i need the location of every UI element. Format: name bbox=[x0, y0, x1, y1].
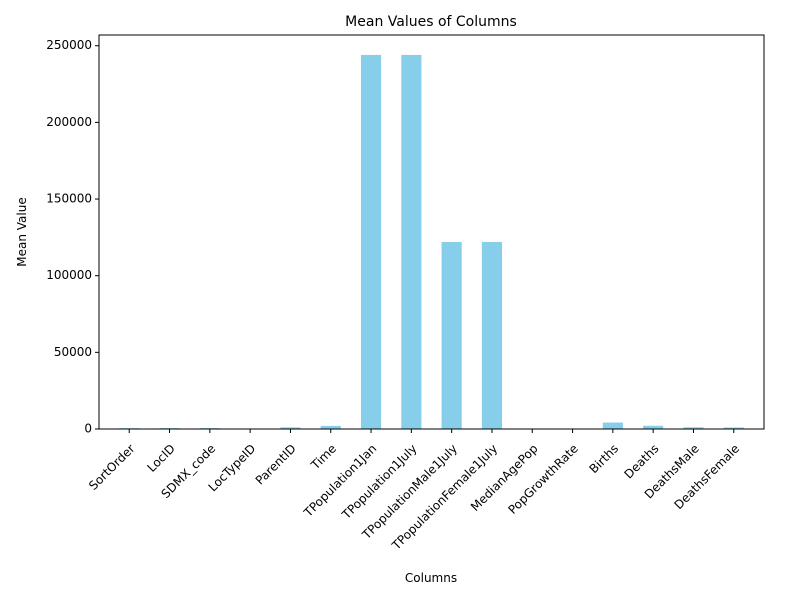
bar-TPopulationFemale1July bbox=[482, 242, 502, 429]
x-tick-label: SortOrder bbox=[86, 441, 137, 492]
bar-Births bbox=[603, 423, 623, 429]
x-tick-label: PopGrowthRate bbox=[505, 441, 580, 516]
bar-TPopulationMale1July bbox=[442, 242, 462, 429]
x-tick-label: Deaths bbox=[622, 441, 662, 481]
chart-title: Mean Values of Columns bbox=[345, 14, 517, 30]
x-tick-label: Births bbox=[587, 441, 622, 476]
x-tick-label: Time bbox=[308, 441, 339, 472]
y-tick-label: 250000 bbox=[46, 38, 92, 52]
bar-TPopulation1July bbox=[401, 55, 421, 429]
y-tick-label: 200000 bbox=[46, 115, 92, 129]
x-tick-label: LocID bbox=[144, 441, 177, 474]
bar-TPopulation1Jan bbox=[361, 55, 381, 429]
y-tick-label: 150000 bbox=[46, 192, 92, 206]
y-tick-label: 100000 bbox=[46, 268, 92, 282]
x-tick-label: TPopulation1Jan bbox=[301, 441, 380, 520]
x-tick-label: TPopulation1July bbox=[339, 441, 420, 522]
y-axis-label: Mean Value bbox=[15, 197, 29, 266]
y-tick-label: 0 bbox=[84, 422, 92, 436]
plot-frame bbox=[99, 35, 764, 429]
bars-group bbox=[119, 55, 744, 429]
y-ticks-group: 0 50000 100000 150000 200000 250000 bbox=[46, 38, 99, 435]
x-axis-label: Columns bbox=[405, 571, 457, 585]
x-tick-label: ParentID bbox=[253, 441, 299, 487]
y-tick-label: 50000 bbox=[54, 345, 92, 359]
